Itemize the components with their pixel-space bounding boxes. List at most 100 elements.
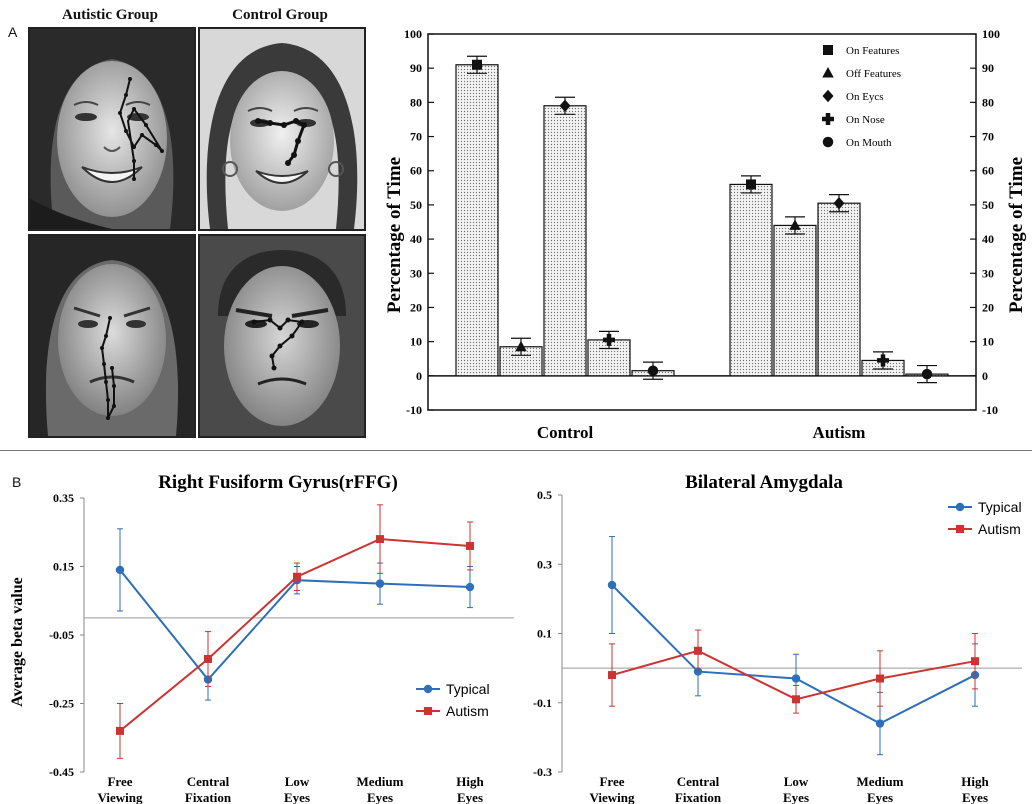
legend-marker-circle <box>822 136 834 148</box>
bar-y-tick-label-right: 90 <box>982 61 994 75</box>
bar <box>543 105 587 377</box>
autistic-face-angry-photo <box>28 234 196 438</box>
x-tick-label: Low Eyes <box>284 774 310 804</box>
legend-marker-square <box>823 45 833 55</box>
y-tick-label: 0.1 <box>537 627 552 641</box>
bar-marker-plus <box>603 333 615 346</box>
bar-marker-square <box>746 179 756 190</box>
bar-plot-frame <box>427 33 977 411</box>
point-typical <box>375 579 385 588</box>
panel-b-label: B <box>12 474 22 490</box>
bar <box>773 224 817 377</box>
bar-y-tick-label-right: 20 <box>982 300 994 314</box>
x-tick-label: Central Fixation <box>185 774 232 804</box>
legend-marker-typical <box>423 684 433 694</box>
bar-y-tick-label-right: 70 <box>982 130 994 144</box>
bar-y-tick-label-left: 100 <box>404 27 422 41</box>
bar-y-tick-label-right: -10 <box>982 403 998 417</box>
series-line-typical <box>119 569 471 682</box>
bar <box>455 64 499 377</box>
legend-marker-plus <box>822 113 834 125</box>
y-tick-label: -0.3 <box>533 765 552 779</box>
bar-y-tick-label-right: 80 <box>982 95 994 109</box>
legend-marker-triangle <box>822 67 834 78</box>
bar-marker-circle <box>921 368 933 380</box>
point-autism <box>376 535 384 544</box>
bar-y-tick-label-right: 60 <box>982 164 994 178</box>
x-tick-label: Free Viewing <box>589 774 635 804</box>
bar-marker-square <box>472 59 482 70</box>
point-autism <box>466 541 474 550</box>
legend-marker-autism <box>956 525 964 533</box>
bar-y-tick-label-right: 100 <box>982 27 1000 41</box>
control-group-heading: Control Group <box>232 7 328 23</box>
bar <box>817 202 861 377</box>
point-autism <box>971 657 979 666</box>
bar-y-tick-label-left: -10 <box>406 403 422 417</box>
y-tick-label: 0.5 <box>537 488 552 502</box>
control-face-frowning-photo <box>198 234 366 438</box>
bar-y-tick-label-left: 50 <box>410 198 422 212</box>
bar-y-tick-label-left: 80 <box>410 95 422 109</box>
percentage-of-time-bar-chart: -10 -10 0 0 10 10 20 20 30 30 40 40 50 50 60 60 70 70 80 80… <box>384 27 1027 442</box>
y-tick-label: 0.15 <box>53 560 74 574</box>
bar-marker-triangle <box>789 219 801 230</box>
bar-y-tick-label-right: 0 <box>982 369 988 383</box>
x-tick-label: High Eyes <box>456 774 484 804</box>
point-typical <box>465 582 475 592</box>
x-tick-label: Medium Eyes <box>857 774 904 804</box>
autistic-face-smiling-photo <box>28 27 196 231</box>
rffg-chart-title: Right Fusiform Gyrus(rFFG) <box>158 472 398 493</box>
amygdala-line-chart: Bilateral Amygdala 0.5 0.3 0.1 -0.1 -0.3 Free… <box>533 472 1022 804</box>
bar-y-tick-label-left: 40 <box>410 232 422 246</box>
x-tick-label: Low Eyes <box>783 774 809 804</box>
y-tick-label: 0.35 <box>53 491 74 505</box>
point-typical <box>115 565 125 575</box>
autistic-group-heading: Autistic Group <box>62 7 158 23</box>
point-autism <box>608 671 616 680</box>
y-tick-label: -0.25 <box>49 697 74 711</box>
x-tick-label: Central Fixation <box>675 774 722 804</box>
legend-marker-diamond <box>822 89 834 103</box>
bar-y-tick-label-left: 20 <box>410 300 422 314</box>
bar-legend-label: On Nose <box>846 114 885 126</box>
bar-y-tick-label-left: 60 <box>410 164 422 178</box>
bar-y-tick-label-right: 10 <box>982 335 994 349</box>
bar-y-tick-label-right: 40 <box>982 232 994 246</box>
panel-divider <box>0 450 1032 451</box>
legend-marker-autism <box>424 707 432 715</box>
bar-y-axis-label-left: Percentage of Time <box>384 157 405 313</box>
bar-marker-plus <box>877 354 889 367</box>
point-autism <box>792 695 800 704</box>
bar-y-axis-label-right: Percentage of Time <box>1006 157 1027 313</box>
bar-legend-label: On Features <box>846 45 899 57</box>
series-line-autism <box>611 649 976 701</box>
bar <box>499 346 543 377</box>
bar <box>729 183 773 377</box>
bar-marker-circle <box>647 365 659 376</box>
rffg-line-chart: Right Fusiform Gyrus(rFFG) Average beta … <box>9 472 514 804</box>
x-tick-label: Free Viewing <box>97 774 143 804</box>
point-typical <box>607 580 617 590</box>
legend-label: Autism <box>446 703 489 719</box>
x-tick-label: Medium Eyes <box>357 774 404 804</box>
panel-a-label: A <box>8 24 18 40</box>
bar-marker-diamond <box>833 196 845 210</box>
amygdala-chart-title: Bilateral Amygdala <box>685 472 843 493</box>
control-face-smiling-photo <box>198 27 366 231</box>
bar-category-label: Control <box>537 423 594 442</box>
legend-label: Autism <box>978 521 1021 537</box>
bar-marker-triangle <box>515 340 527 352</box>
y-tick-label: -0.1 <box>533 696 552 710</box>
point-autism <box>116 726 124 735</box>
bar-legend-label: Off Features <box>846 68 901 80</box>
bar-marker-diamond <box>559 99 571 113</box>
bar-y-tick-label-right: 50 <box>982 198 994 212</box>
y-tick-label: -0.05 <box>49 628 74 642</box>
bar-legend-label: On Eycs <box>846 91 884 103</box>
bar-y-tick-label-left: 30 <box>410 266 422 280</box>
bar-category-label: Autism <box>813 423 866 442</box>
point-autism <box>694 646 702 655</box>
bar-y-tick-label-left: 10 <box>410 335 422 349</box>
point-autism <box>293 572 301 581</box>
